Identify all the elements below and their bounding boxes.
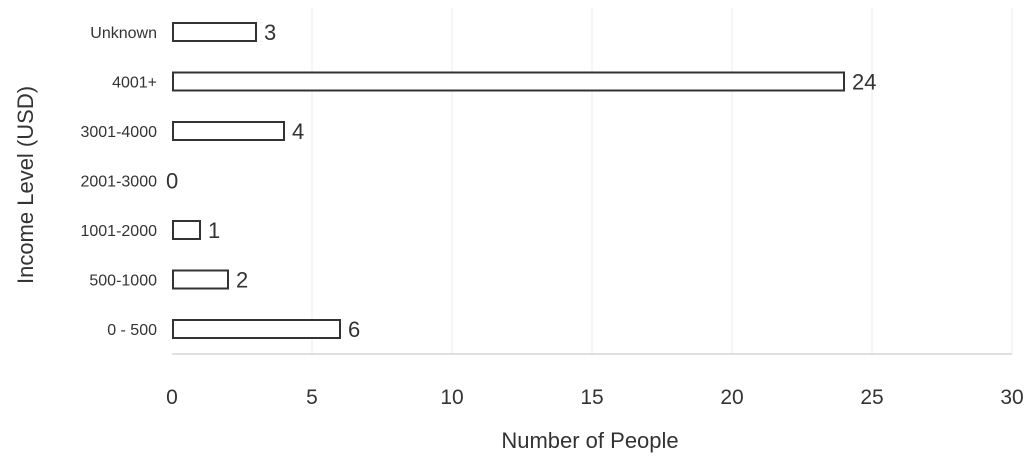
category-label: 3001-4000 (80, 124, 157, 141)
bar (172, 220, 201, 240)
bar (172, 22, 257, 42)
value-label: 0 (166, 169, 178, 194)
value-label: 1 (208, 218, 220, 243)
value-label: 6 (348, 317, 360, 342)
bars (172, 22, 845, 339)
bar (172, 269, 229, 290)
x-tick-label: 10 (440, 386, 463, 409)
bar (172, 319, 341, 339)
bar (172, 121, 285, 141)
category-label: 4001+ (112, 75, 157, 92)
value-label: 3 (264, 20, 276, 45)
x-axis-title: Number of People (501, 428, 678, 453)
bar (172, 71, 845, 92)
category-label: 2001-3000 (80, 174, 157, 191)
y-axis-title: Income Level (USD) (13, 86, 38, 284)
value-label: 2 (236, 268, 248, 293)
x-tick-label: 15 (580, 386, 603, 409)
x-tick-label: 0 (166, 386, 178, 409)
grid-lines (311, 8, 1013, 354)
x-tick-label: 20 (720, 386, 743, 409)
value-label: 4 (292, 119, 304, 144)
x-tick-label: 25 (860, 386, 883, 409)
x-tick-labels: 0 5 10 15 20 25 30 (166, 386, 1024, 409)
category-label: 500-1000 (89, 273, 157, 290)
category-label: Unknown (90, 25, 157, 42)
x-tick-label: 5 (306, 386, 318, 409)
value-labels: 3 24 4 0 12 6 (166, 20, 876, 342)
value-label: 24 (852, 70, 876, 95)
category-label: 0 - 500 (107, 322, 157, 339)
category-labels: Unknown 4001+ 3001-4000 2001-3000 1001-2000 5… (80, 25, 157, 339)
category-label: 1001-2000 (80, 223, 157, 240)
x-tick-label: 30 (1000, 386, 1023, 409)
